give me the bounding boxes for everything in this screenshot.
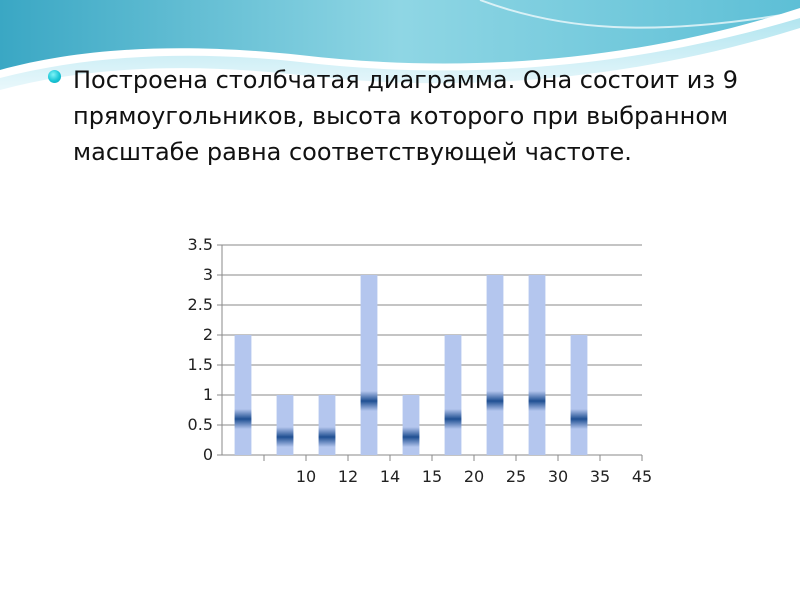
bar (360, 275, 378, 455)
bar (486, 275, 504, 455)
x-tick-label: 25 (506, 467, 526, 486)
bar (234, 335, 252, 455)
x-tick-label: 10 (296, 467, 316, 486)
bar-shading (402, 427, 420, 447)
y-tick-label: 3 (203, 265, 213, 284)
x-tick-label: 20 (464, 467, 484, 486)
bar-shading (360, 391, 378, 411)
bullet-icon (48, 70, 61, 83)
x-tick-label: 12 (338, 467, 358, 486)
y-tick-label: 1.5 (188, 355, 213, 374)
y-tick-label: 2.5 (188, 295, 213, 314)
x-tick-label: 35 (590, 467, 610, 486)
x-tick-label: 45 (632, 467, 652, 486)
bar-shading (234, 409, 252, 429)
x-tick-label: 15 (422, 467, 442, 486)
y-tick-label: 3.5 (188, 235, 213, 254)
y-tick-label: 0 (203, 445, 213, 464)
bar (444, 335, 462, 455)
y-tick-label: 1 (203, 385, 213, 404)
bar-chart: 0 0.5 1 1.5 2 2.5 3 3.5 10 12 14 15 20 25 30 35 45 (188, 235, 653, 486)
header-wave-decoration (0, 0, 800, 90)
bar-shading (570, 409, 588, 429)
bar-shading (276, 427, 294, 447)
bar-shading (528, 391, 546, 411)
bullet-text: Построена столбчатая диаграмма. Она сост… (73, 66, 739, 166)
bar (570, 335, 588, 455)
bar-shading (444, 409, 462, 429)
y-tick-label: 0.5 (188, 415, 213, 434)
y-tick-label: 2 (203, 325, 213, 344)
bar-shading (486, 391, 504, 411)
bar-shading (318, 427, 336, 447)
x-tick-label: 14 (380, 467, 400, 486)
bar (528, 275, 546, 455)
x-tick-label: 30 (548, 467, 568, 486)
